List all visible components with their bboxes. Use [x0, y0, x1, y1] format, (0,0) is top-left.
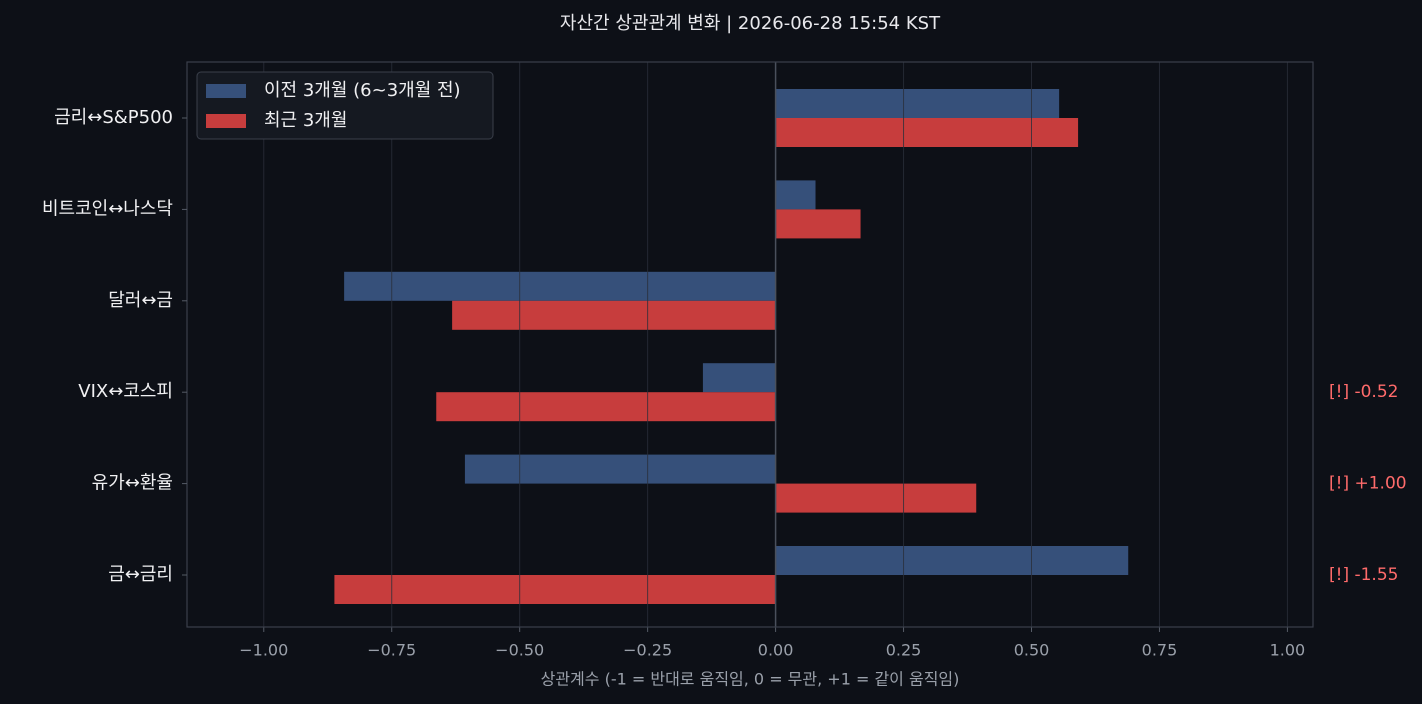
legend-box [196, 71, 494, 140]
bar [702, 363, 776, 393]
x-tick-label: 0.75 [1142, 641, 1178, 660]
x-tick-label: 1.00 [1270, 641, 1306, 660]
chart-title: 자산간 상관관계 변화 | 2026-06-28 15:54 KST [560, 13, 941, 34]
bar [452, 300, 776, 330]
y-tick-label: 금↔금리 [108, 564, 173, 585]
annotation: [!] +1.00 [1329, 474, 1407, 494]
legend-swatch [206, 114, 246, 128]
bar [775, 483, 977, 513]
bar [344, 271, 776, 301]
y-tick-label: 유가↔환율 [92, 473, 173, 494]
x-tick-label: 0.25 [886, 641, 922, 660]
bar [775, 118, 1079, 147]
x-axis-label: 상관계수 (-1 = 반대로 움직임, 0 = 무관, +1 = 같이 움직임) [541, 670, 960, 689]
annotation: [!] -1.55 [1329, 565, 1398, 585]
bar [334, 575, 776, 604]
x-tick-label: 0.50 [1014, 641, 1050, 660]
bar [775, 180, 816, 210]
y-tick-label: 금리↔S&P500 [54, 107, 173, 128]
y-tick-label: VIX↔코스피 [78, 381, 173, 402]
bar [775, 89, 1060, 118]
annotation: [!] -0.52 [1329, 382, 1398, 402]
legend-label: 최근 3개월 [264, 110, 347, 131]
y-tick-label: 달러↔금 [108, 290, 173, 311]
bar [436, 392, 776, 422]
bar [775, 209, 861, 239]
x-tick-label: −0.50 [495, 641, 544, 660]
plot-frame [186, 61, 1314, 628]
x-tick-label: −0.25 [623, 641, 672, 660]
bar [775, 546, 1129, 575]
x-tick-label: −0.75 [367, 641, 416, 660]
legend-label: 이전 3개월 (6~3개월 전) [264, 80, 461, 101]
y-tick-label: 비트코인↔나스닥 [42, 198, 173, 219]
x-tick-label: −1.00 [239, 641, 288, 660]
x-tick-label: 0.00 [758, 641, 794, 660]
bar [464, 454, 776, 484]
legend-swatch [206, 84, 246, 98]
